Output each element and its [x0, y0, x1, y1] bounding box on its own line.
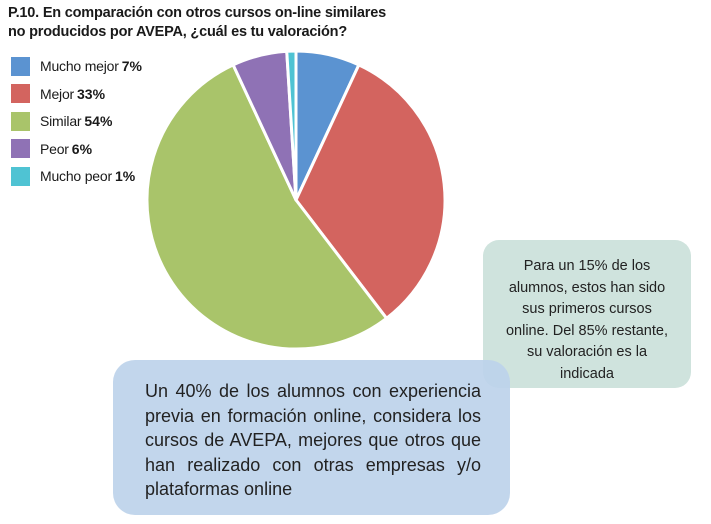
legend-swatch [11, 56, 30, 76]
pie-slice-mucho-peor [285, 49, 298, 202]
chart-title: P.10. En comparación con otros cursos on… [8, 4, 428, 42]
legend-label: Mucho peor [40, 168, 112, 184]
pie-slice-mejor [294, 63, 447, 320]
legend-swatch [11, 111, 30, 131]
legend-label: Peor [40, 140, 69, 157]
legend-swatch [11, 166, 30, 186]
legend-value: 6% [71, 140, 93, 157]
legend-item: Mejor 33% [11, 84, 142, 104]
legend-value: 7% [121, 58, 142, 74]
note-first-courses: Para un 15% de los alumnos, estos han si… [483, 240, 691, 388]
legend-label: Similar [40, 113, 82, 129]
legend-value: 1% [114, 168, 136, 184]
legend-item: Mucho peor 1% [11, 166, 142, 186]
legend-label: Mejor [40, 85, 75, 102]
legend-item: Peor 6% [11, 139, 142, 159]
pie-slice-similar [145, 63, 389, 351]
chart-title-line-1: P.10. En comparación con otros cursos on… [8, 5, 386, 21]
chart-title-line-2: no producidos por AVEPA, ¿cuál es tu val… [8, 24, 347, 40]
legend-swatch [11, 139, 30, 158]
chart-legend: Mucho mejor 7% Mejor 33% Similar 54% Peor 6% Muc… [11, 56, 142, 194]
legend-item: Similar 54% [11, 111, 142, 131]
legend-label: Mucho mejor [40, 58, 119, 74]
legend-item: Mucho mejor 7% [11, 56, 142, 76]
note-experience: Un 40% de los alumnos con experiencia pr… [113, 360, 510, 515]
legend-value: 54% [84, 113, 113, 129]
legend-swatch [11, 84, 30, 103]
legend-value: 33% [77, 85, 106, 102]
